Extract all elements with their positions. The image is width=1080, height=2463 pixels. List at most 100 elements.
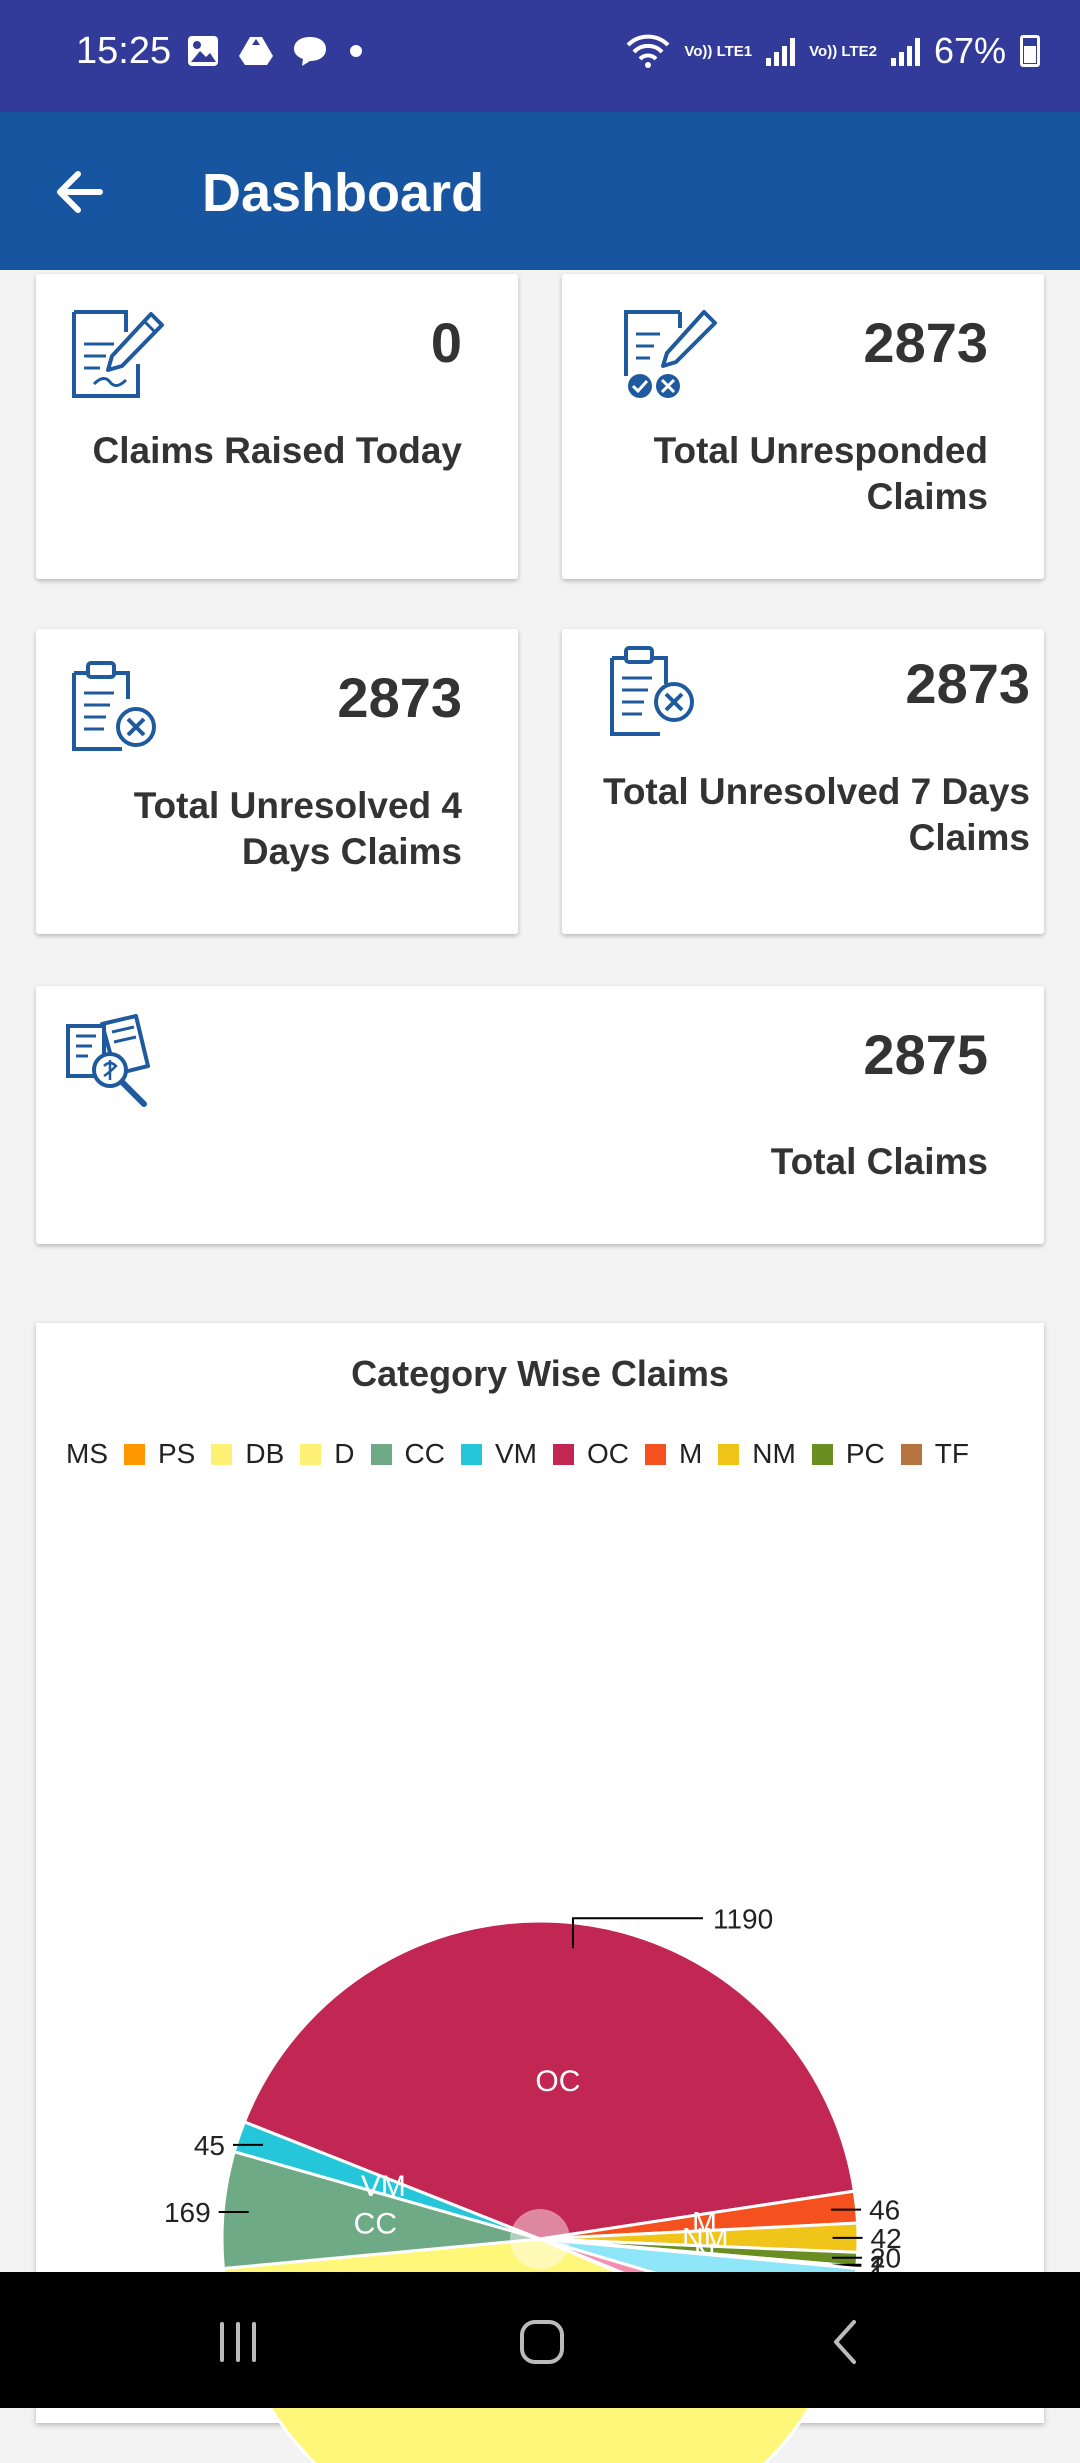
legend-swatch — [900, 1443, 922, 1465]
total-unresolved-4-days-card[interactable]: 2873 Total Unresolved 4 Days Claims — [36, 629, 518, 934]
legend-label: TF — [934, 1438, 969, 1469]
legend-swatch — [460, 1443, 482, 1465]
legend-label: CC — [404, 1438, 445, 1469]
legend-label: VM — [494, 1438, 537, 1469]
category-chart-card: Category Wise Claims MS PS DB D CC VM OC M NM PC T… — [36, 1323, 1044, 2463]
image-icon — [188, 36, 218, 66]
data-label: 1190 — [713, 1903, 773, 1934]
recent-apps-icon[interactable] — [210, 2314, 266, 2370]
legend-item[interactable]: TF — [935, 1438, 969, 1470]
drive-icon — [239, 37, 273, 65]
legend-item[interactable]: D — [334, 1438, 404, 1470]
battery-percent: 67% — [933, 30, 1006, 71]
legend-label: M — [678, 1438, 703, 1469]
card-label: Total Unresolved 4 Days Claims — [134, 783, 462, 875]
card-label-line: Total Claims — [770, 1141, 988, 1182]
card-label: Total Unresponded Claims — [654, 428, 988, 520]
legend-item[interactable]: DB — [245, 1438, 334, 1470]
card-label-line: Total Unresponded — [653, 430, 988, 471]
card-label-line: Total Unresolved 4 — [133, 785, 462, 826]
card-value: 0 — [430, 311, 462, 374]
card-value: 2873 — [905, 652, 1030, 715]
legend-item[interactable]: MS — [66, 1438, 158, 1470]
data-label: 169 — [164, 2197, 211, 2228]
total-unresponded-claims-card[interactable]: 2873 Total Unresponded Claims — [562, 274, 1044, 579]
card-label-line: Claims — [866, 476, 988, 517]
app-bar: Dashboard — [0, 112, 1080, 270]
legend-swatch — [644, 1443, 666, 1465]
legend-item[interactable]: PC — [846, 1438, 935, 1470]
wifi-icon — [626, 34, 670, 68]
legend-item[interactable]: M — [679, 1438, 752, 1470]
home-icon[interactable] — [512, 2312, 572, 2372]
leader-line — [571, 1917, 703, 1949]
total-claims-card[interactable]: 2875 Total Claims — [36, 986, 1044, 1244]
card-value: 2875 — [863, 1023, 988, 1086]
slice-label: VM — [361, 2170, 406, 2203]
legend-swatch — [300, 1443, 322, 1465]
documents-search-icon — [66, 1014, 150, 1107]
sim1-label: Vo)) LTE1 — [684, 42, 753, 60]
claims-raised-today-card[interactable]: 0 Claims Raised Today — [36, 274, 518, 579]
pie-center — [510, 2209, 570, 2269]
card-label-line: Claims — [908, 817, 1030, 858]
legend-label: D — [334, 1438, 355, 1469]
total-unresolved-7-days-card[interactable]: 2873 Total Unresolved 7 Days Claims — [562, 629, 1044, 934]
legend-item[interactable]: PS — [158, 1438, 245, 1470]
page-title: Dashboard — [202, 163, 485, 223]
pie-slice-oc[interactable] — [242, 1919, 857, 2241]
data-label: 42 — [871, 2223, 902, 2254]
slice-label: CC — [354, 2208, 397, 2241]
data-label: 46 — [869, 2195, 900, 2226]
status-right: Vo)) LTE1 Vo)) LTE2 67% — [626, 30, 1040, 72]
signal-icon — [890, 36, 920, 66]
legend-label: OC — [586, 1438, 629, 1469]
chart-legend: MS PS DB D CC VM OC M NM PC TF — [66, 1438, 969, 1470]
pie-chart: OC1190M46NM42202N18946PS4DB2D1205CC169VM… — [164, 1903, 902, 2463]
legend-label: PS — [158, 1438, 196, 1469]
legend-label: PC — [845, 1438, 885, 1469]
back-nav-icon[interactable] — [818, 2314, 874, 2370]
legend-swatch — [370, 1443, 392, 1465]
legend-swatch — [552, 1443, 574, 1465]
legend-swatch — [211, 1443, 233, 1465]
signal-icon — [766, 36, 796, 66]
back-button[interactable] — [44, 156, 116, 228]
slice-label: OC — [535, 2065, 580, 2098]
card-label: Total Unresolved 7 Days Claims — [603, 769, 1030, 861]
status-time: 15:25 — [76, 30, 172, 72]
data-label: 45 — [194, 2130, 225, 2161]
card-label-line: Claims Raised Today — [92, 430, 462, 471]
legend-item[interactable]: NM — [752, 1438, 846, 1470]
legend-swatch — [124, 1443, 145, 1465]
status-bar: 15:25 Vo)) LTE1 Vo)) LTE2 67% — [0, 0, 1080, 112]
legend-label: MS — [66, 1438, 108, 1469]
pie-slice-vm[interactable] — [232, 2119, 541, 2241]
arrow-left-icon — [57, 171, 103, 213]
data-label: 20 — [870, 2243, 901, 2274]
legend-item[interactable]: VM — [495, 1438, 587, 1470]
card-label: Claims Raised Today — [93, 428, 462, 474]
chart-title: Category Wise Claims — [351, 1353, 729, 1394]
clipboard-cross-icon — [610, 646, 694, 736]
notification-icons — [186, 34, 366, 68]
card-value: 2873 — [863, 311, 988, 374]
card-label-line: Days Claims — [241, 831, 462, 872]
legend-swatch — [811, 1443, 833, 1465]
card-label-line: Total Unresolved 7 Days — [602, 771, 1030, 812]
legend-item[interactable]: OC — [587, 1438, 679, 1470]
chat-bubble-icon — [294, 37, 326, 66]
legend-label: DB — [245, 1438, 285, 1469]
sim2-label: Vo)) LTE2 — [809, 42, 877, 60]
document-check-cross-icon — [624, 310, 717, 398]
legend-item[interactable]: CC — [405, 1438, 495, 1470]
edit-document-icon — [72, 310, 164, 398]
card-label: Total Claims — [771, 1139, 988, 1185]
clipboard-cross-icon — [72, 661, 156, 751]
legend-label: NM — [752, 1438, 796, 1469]
navigation-bar — [0, 2272, 1080, 2408]
battery-icon — [1020, 35, 1040, 67]
card-value: 2873 — [337, 666, 462, 729]
dot-icon — [350, 45, 362, 57]
legend-swatch — [718, 1443, 740, 1465]
